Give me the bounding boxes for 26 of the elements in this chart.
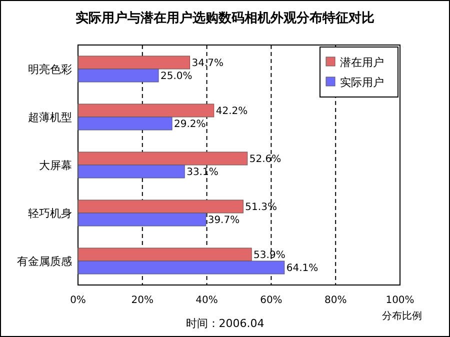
chart-title: 实际用户与潜在用户选购数码相机外观分布特征对比 <box>76 10 374 26</box>
y-tick-label: 轻巧机身 <box>28 207 72 220</box>
data-label: 39.7% <box>208 215 240 226</box>
x-axis-title: 分布比例 <box>382 310 422 322</box>
legend-label: 潜在用户 <box>340 56 384 69</box>
data-label: 64.1% <box>286 263 318 274</box>
x-tick-label: 100% <box>386 295 414 306</box>
y-tick-label: 大屏幕 <box>39 159 72 172</box>
data-label: 42.2% <box>216 106 248 117</box>
data-label: 33.1% <box>186 167 218 178</box>
x-tick-label: 20% <box>131 295 154 306</box>
x-tick-label: 0% <box>70 295 86 306</box>
y-tick-label: 超薄机型 <box>28 111 72 124</box>
data-label: 53.9% <box>254 250 286 261</box>
data-label: 25.0% <box>160 71 192 82</box>
y-tick-label: 明亮色彩 <box>28 63 72 76</box>
y-tick-label: 有金属质感 <box>17 255 72 268</box>
data-label: 29.2% <box>174 119 206 130</box>
x-tick-label: 40% <box>196 295 218 306</box>
x-tick-label: 60% <box>260 295 282 306</box>
legend-label: 实际用户 <box>340 76 384 89</box>
x-tick-label: 80% <box>324 295 347 306</box>
data-label: 34.7% <box>192 58 224 69</box>
text: 时间：2006.04 <box>186 317 264 330</box>
data-label: 52.6% <box>249 154 282 165</box>
data-label: 51.3% <box>245 202 277 213</box>
